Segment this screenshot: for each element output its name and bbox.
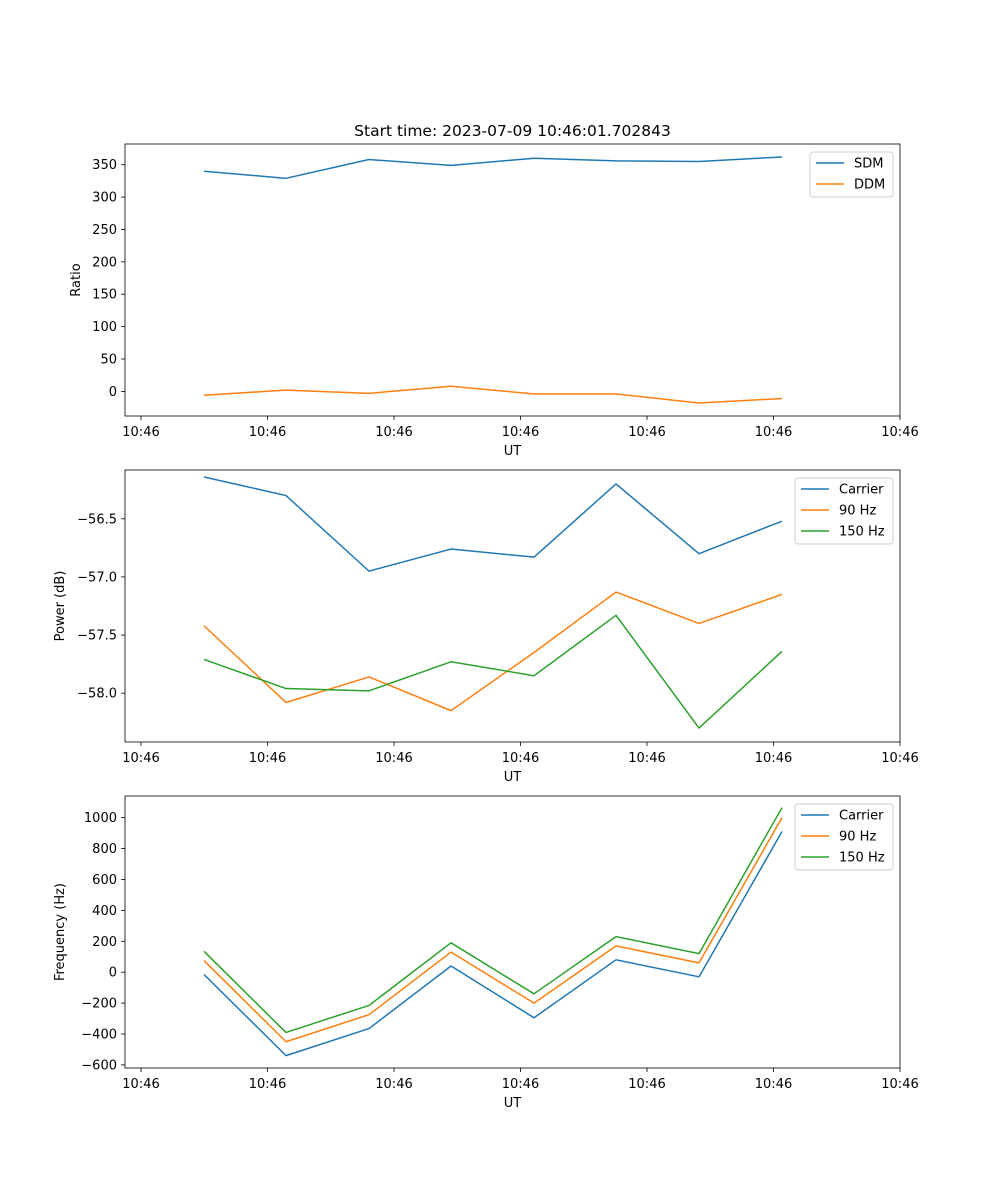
legend-label: Carrier — [839, 809, 884, 824]
x-tick-label: 10:46 — [755, 751, 792, 766]
x-tick-label: 10:46 — [755, 425, 792, 440]
legend-box — [794, 803, 894, 871]
legend-label: Carrier — [839, 483, 884, 498]
y-tick-label: 400 — [92, 904, 117, 919]
series-line-carrier — [203, 476, 783, 572]
y-tick-label: 350 — [92, 158, 117, 173]
x-axis-label: UT — [504, 444, 522, 459]
y-tick-label: −600 — [81, 1058, 117, 1073]
x-axis-label: UT — [504, 770, 522, 785]
legend-label: DDM — [854, 178, 885, 193]
x-tick-label: 10:46 — [122, 751, 159, 766]
series-line-carrier — [203, 831, 783, 1057]
axes-frame — [124, 469, 901, 743]
legend-label: SDM — [854, 157, 883, 172]
series-line-ddm — [203, 385, 783, 404]
legend-label: 90 Hz — [839, 830, 876, 845]
legend-label: 150 Hz — [839, 525, 885, 540]
chart-title: Start time: 2023-07-09 10:46:01.702843 — [354, 122, 671, 140]
x-tick-label: 10:46 — [375, 425, 412, 440]
x-tick-label: 10:46 — [249, 751, 286, 766]
series-line-sdm — [203, 156, 783, 180]
x-tick-label: 10:46 — [122, 425, 159, 440]
x-tick-label: 10:46 — [502, 1077, 539, 1092]
y-tick-label: −58.0 — [77, 687, 117, 702]
x-tick-label: 10:46 — [249, 1077, 286, 1092]
x-tick-label: 10:46 — [502, 751, 539, 766]
x-tick-label: 10:46 — [755, 1077, 792, 1092]
legend: Carrier 90 Hz 150 Hz — [794, 803, 894, 871]
x-tick-label: 10:46 — [881, 751, 918, 766]
y-tick-label: 150 — [92, 288, 117, 303]
y-tick-label: −56.5 — [77, 512, 117, 527]
chart-panel-3: 10:46 10:46 10:46 10:46 10:46 10:46 10:46 UT −60… — [53, 795, 919, 1111]
x-tick-label: 10:46 — [249, 425, 286, 440]
y-axis-label: Ratio — [69, 263, 84, 296]
legend-label: 150 Hz — [839, 851, 885, 866]
x-tick-label: 10:46 — [375, 1077, 412, 1092]
y-tick-label: −400 — [81, 1028, 117, 1043]
y-axis-label: Power (dB) — [53, 571, 68, 642]
y-tick-label: 200 — [92, 255, 117, 270]
legend-label: 90 Hz — [839, 504, 876, 519]
x-tick-label: 10:46 — [628, 425, 665, 440]
legend: SDM DDM — [809, 151, 894, 198]
y-tick-label: −57.0 — [77, 570, 117, 585]
y-tick-label: 200 — [92, 935, 117, 950]
y-tick-label: 50 — [100, 353, 117, 368]
axes-frame — [124, 143, 901, 417]
axes-frame — [124, 795, 901, 1069]
x-tick-label: 10:46 — [122, 1077, 159, 1092]
y-tick-label: −200 — [81, 997, 117, 1012]
x-tick-label: 10:46 — [628, 751, 665, 766]
x-tick-label: 10:46 — [375, 751, 412, 766]
y-tick-label: 1000 — [84, 811, 117, 826]
legend-box — [794, 477, 894, 545]
y-tick-label: 0 — [109, 966, 117, 981]
series-line-150-hz — [203, 614, 783, 729]
y-tick-label: −57.5 — [77, 629, 117, 644]
series-line-150-hz — [203, 807, 783, 1034]
x-tick-label: 10:46 — [881, 425, 918, 440]
series-line-90-hz — [203, 591, 783, 712]
y-tick-label: 800 — [92, 842, 117, 857]
series-line-90-hz — [203, 817, 783, 1043]
x-tick-label: 10:46 — [628, 1077, 665, 1092]
y-tick-label: 300 — [92, 191, 117, 206]
chart-panel-1: Start time: 2023-07-09 10:46:01.702843 10… — [69, 122, 919, 459]
y-axis-label: Frequency (Hz) — [53, 883, 68, 981]
y-tick-label: 600 — [92, 873, 117, 888]
y-tick-label: 250 — [92, 223, 117, 238]
x-tick-label: 10:46 — [881, 1077, 918, 1092]
y-tick-label: 0 — [109, 385, 117, 400]
x-axis-label: UT — [504, 1096, 522, 1111]
x-tick-label: 10:46 — [502, 425, 539, 440]
legend: Carrier 90 Hz 150 Hz — [794, 477, 894, 545]
chart-panel-2: 10:46 10:46 10:46 10:46 10:46 10:46 10:46 UT −56… — [53, 469, 919, 785]
y-tick-label: 100 — [92, 320, 117, 335]
